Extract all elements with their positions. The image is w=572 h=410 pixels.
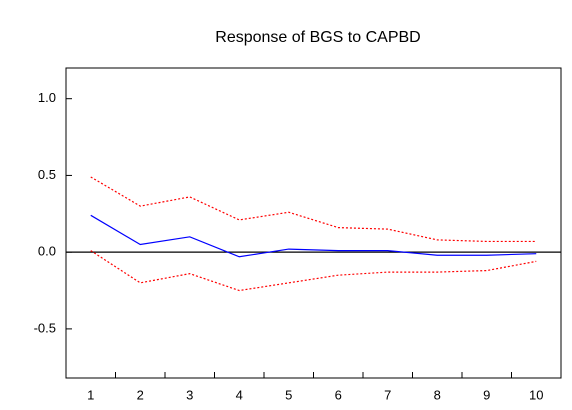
x-tick-label: 3 bbox=[186, 387, 193, 402]
y-tick-label: -0.5 bbox=[34, 320, 56, 335]
x-tick-label: 8 bbox=[434, 387, 441, 402]
y-tick-label: 0.0 bbox=[38, 244, 56, 259]
series-line bbox=[90, 214, 537, 258]
y-tick-label: 1.0 bbox=[38, 90, 56, 105]
x-tick-label: 6 bbox=[335, 387, 342, 402]
x-tick-label: 10 bbox=[529, 387, 543, 402]
series-line bbox=[90, 250, 537, 292]
x-tick-label: 7 bbox=[384, 387, 391, 402]
x-tick-label: 2 bbox=[137, 387, 144, 402]
x-tick-label: 1 bbox=[87, 387, 94, 402]
x-tick-label: 5 bbox=[285, 387, 292, 402]
y-tick-label: 0.5 bbox=[38, 167, 56, 182]
plot-frame bbox=[65, 67, 562, 379]
x-tick-label: 9 bbox=[483, 387, 490, 402]
series-line bbox=[90, 176, 537, 243]
chart-title: Response of BGS to CAPBD bbox=[215, 29, 420, 46]
x-tick-label: 4 bbox=[236, 387, 243, 402]
